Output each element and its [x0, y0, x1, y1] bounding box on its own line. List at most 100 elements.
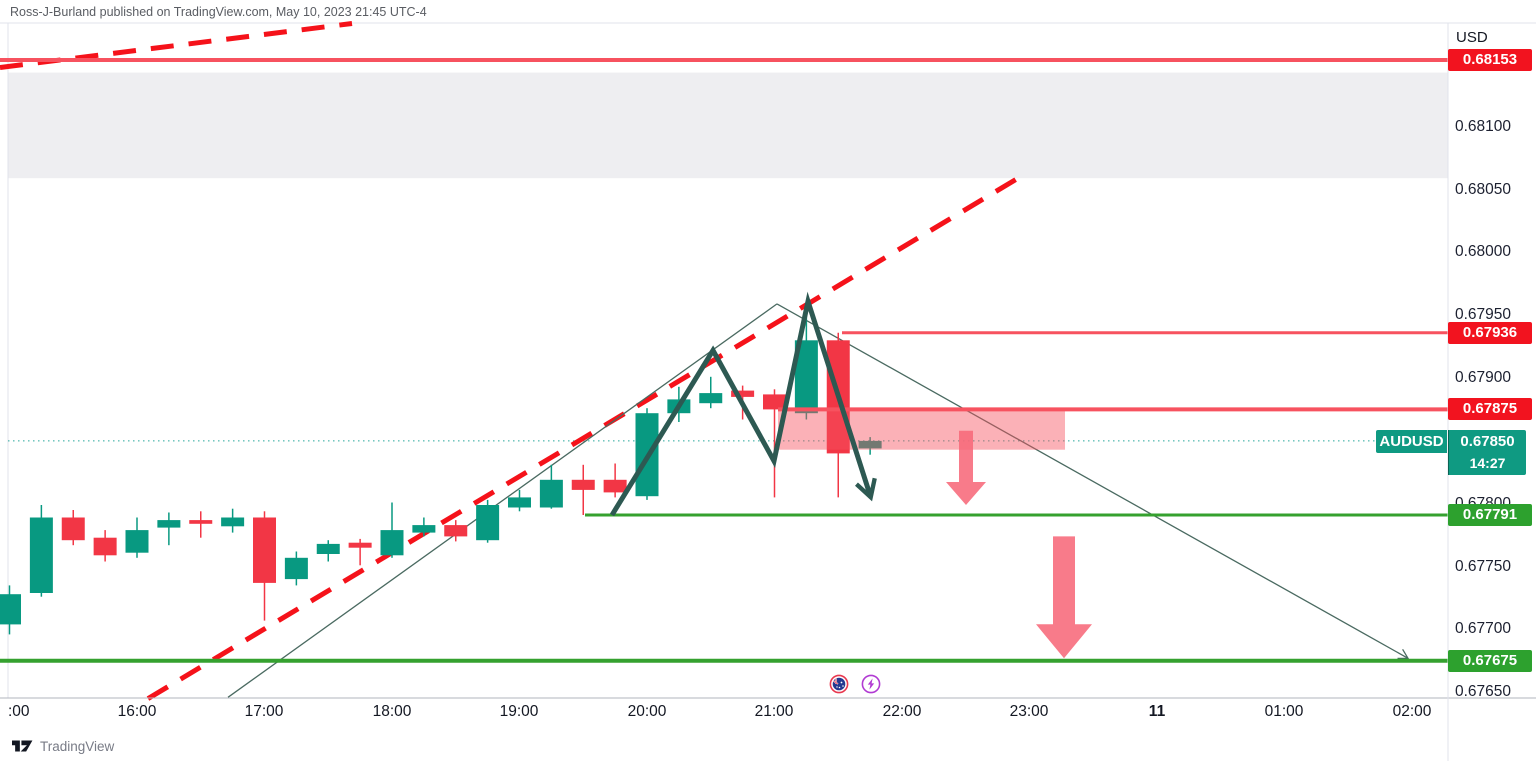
- candle-1930: [571, 464, 595, 515]
- flag-jack-red: [833, 678, 839, 685]
- candle-body: [93, 537, 117, 556]
- resistance-price-label-067936: 0.67936: [1448, 321, 1532, 344]
- time-tick-11: 11: [1148, 703, 1166, 720]
- candle-1715: [284, 551, 308, 586]
- candle-1830: [444, 520, 468, 542]
- price-tick-0.68050: 0.68050: [1455, 180, 1512, 198]
- candle-body: [699, 393, 723, 404]
- candle-body: [603, 479, 627, 493]
- time-tick-1800: 18:00: [372, 703, 412, 720]
- candle-2145: [858, 437, 882, 455]
- candle-body: [221, 517, 245, 527]
- candle-body: [794, 340, 818, 414]
- price-axis-currency: USD: [1456, 29, 1488, 46]
- lightning-bolt: [867, 678, 875, 690]
- candle-body: [731, 390, 755, 397]
- candle-1915: [539, 464, 563, 509]
- flag-field: [832, 677, 846, 691]
- candle-1600: [125, 517, 149, 558]
- down-arrow-large[interactable]: [1036, 536, 1092, 659]
- time-tick-1900: 19:00: [499, 703, 539, 720]
- price-tick-0.67700: 0.67700: [1455, 620, 1512, 638]
- candle-2030: [699, 376, 723, 409]
- candle-1645: [221, 508, 245, 533]
- candle-1515: [29, 505, 53, 597]
- time-tick-0200: 02:00: [1392, 703, 1432, 720]
- flag-star: [838, 686, 841, 689]
- price-tick-0.67900: 0.67900: [1455, 369, 1512, 386]
- candle-body: [348, 542, 372, 548]
- candle-body: [0, 594, 21, 625]
- triangle-descending-line[interactable]: [776, 303, 1410, 660]
- candle-body: [444, 525, 468, 537]
- candle-body: [476, 505, 500, 541]
- lightning-icon[interactable]: [861, 674, 881, 694]
- candle-1530: [61, 510, 85, 546]
- australia-flag-icon[interactable]: [829, 674, 849, 694]
- resistance-price-label-068153: 0.68153: [1448, 49, 1532, 71]
- time-tick-2000: 20:00: [627, 703, 667, 720]
- candle-1500: [0, 585, 21, 635]
- resistance-price-label-067875: 0.67875: [1448, 398, 1532, 421]
- tradingview-logo-icon: [12, 740, 33, 752]
- candle-1800: [380, 502, 404, 558]
- time-tick-1700: 17:00: [244, 703, 284, 720]
- candle-body: [508, 497, 531, 508]
- candle-body: [763, 394, 786, 410]
- candle-1745: [348, 538, 372, 566]
- candle-body: [189, 520, 213, 524]
- flag-star: [836, 686, 838, 688]
- candle-body: [157, 520, 181, 528]
- time-tick-0100: 01:00: [1264, 703, 1304, 720]
- symbol-name-tag: AUDUSD: [1376, 430, 1447, 453]
- price-tick-0.67950: 0.67950: [1455, 306, 1512, 324]
- candle-body: [539, 479, 563, 508]
- candle-1615: [157, 512, 181, 546]
- candle-body: [61, 517, 85, 541]
- price-tick-0.67650: 0.67650: [1455, 683, 1512, 701]
- candle-1730: [316, 540, 340, 562]
- triangle-ascending-line[interactable]: [227, 303, 778, 698]
- candle-1845: [476, 499, 500, 543]
- candle-body: [571, 479, 595, 490]
- time-tick-2300: 23:00: [1009, 703, 1049, 720]
- candle-body: [125, 530, 149, 553]
- time-tick-1600: 16:00: [117, 703, 157, 720]
- tradingview-watermark[interactable]: TradingView: [12, 737, 114, 755]
- time-tick-00: :00: [8, 703, 30, 720]
- flag-star: [842, 685, 844, 687]
- candle-1545: [93, 530, 117, 562]
- time-tick-2200: 22:00: [882, 703, 922, 720]
- candle-body: [380, 530, 404, 556]
- candle-body: [29, 517, 53, 593]
- candle-body: [858, 440, 882, 449]
- last-price-label: AUDUSD 0.67850 14:27: [1376, 430, 1526, 475]
- candle-1630: [189, 511, 213, 538]
- main-dashed-trendline[interactable]: [146, 176, 1020, 701]
- resistance-zone[interactable]: [8, 72, 1448, 179]
- candle-body: [316, 543, 340, 554]
- price-tick-0.68100: 0.68100: [1455, 117, 1512, 135]
- candle-body: [284, 557, 308, 580]
- last-price-value: 0.67850: [1460, 433, 1515, 450]
- down-arrow-small[interactable]: [946, 430, 986, 505]
- candle-body: [412, 525, 436, 533]
- attribution-text: Ross-J-Burland published on TradingView.…: [10, 5, 427, 19]
- price-tick-0.68000: 0.68000: [1455, 243, 1512, 261]
- candle-2115: [794, 307, 818, 420]
- flag-star: [840, 681, 843, 684]
- time-tick-2100: 21:00: [754, 703, 794, 720]
- candle-1815: [412, 517, 436, 537]
- candle-1900: [508, 489, 531, 512]
- price-tick-0.67750: 0.67750: [1455, 557, 1512, 575]
- tradingview-watermark-text: TradingView: [40, 738, 115, 754]
- support-price-label-067791: 0.67791: [1448, 504, 1532, 526]
- candle-1945: [603, 463, 627, 498]
- supply-zone[interactable]: [778, 408, 1065, 450]
- price-path-zigzag[interactable]: [609, 291, 877, 517]
- last-price-box: 0.67850 14:27: [1448, 430, 1526, 475]
- candle-1700: [253, 511, 276, 621]
- support-price-label-067675: 0.67675: [1448, 649, 1532, 672]
